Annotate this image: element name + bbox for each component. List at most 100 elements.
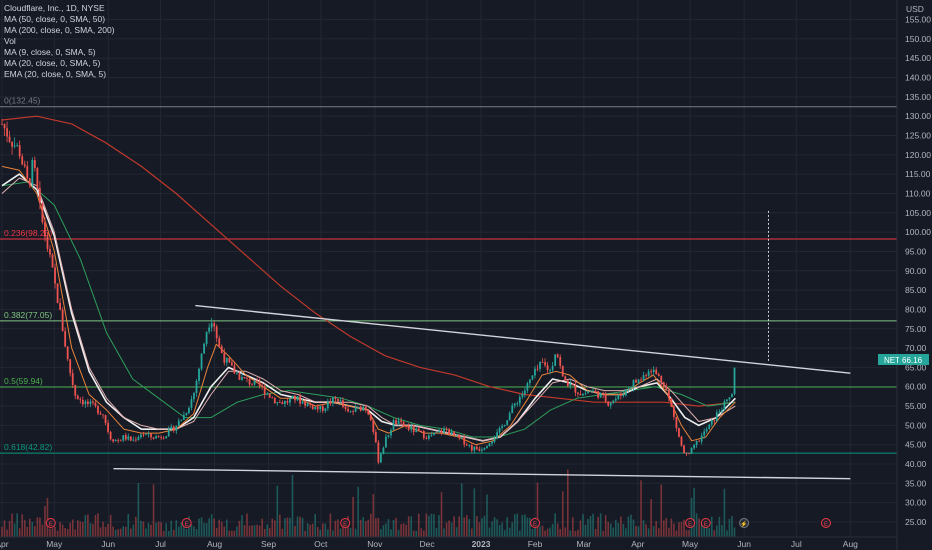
candle-body[interactable] (137, 437, 140, 441)
candle-body[interactable] (372, 420, 375, 433)
candle-body[interactable] (218, 338, 221, 347)
candle-body[interactable] (258, 381, 261, 387)
candle-body[interactable] (203, 343, 205, 354)
candle-body[interactable] (632, 380, 635, 388)
candle-body[interactable] (28, 178, 31, 185)
candle-body[interactable] (635, 380, 637, 383)
candle-body[interactable] (453, 431, 456, 436)
candle-body[interactable] (571, 383, 574, 386)
candle-body[interactable] (652, 369, 655, 373)
candle-body[interactable] (114, 440, 117, 442)
candle-body[interactable] (731, 394, 733, 398)
candle-body[interactable] (695, 440, 698, 445)
candle-body[interactable] (678, 428, 680, 437)
candle-body[interactable] (448, 429, 450, 435)
candle-body[interactable] (347, 408, 349, 412)
candle-body[interactable] (266, 393, 269, 395)
candle-body[interactable] (549, 370, 552, 371)
candle-body[interactable] (26, 166, 29, 179)
event-markers[interactable]: E E E E E E E ⚡ (45, 518, 831, 529)
candle-body[interactable] (11, 141, 14, 147)
candle-body[interactable] (198, 368, 200, 381)
trendline-upper[interactable] (195, 304, 851, 374)
candle-body[interactable] (296, 396, 299, 401)
candle-body[interactable] (594, 390, 597, 392)
candle-body[interactable] (536, 368, 539, 370)
candle-body[interactable] (61, 309, 64, 332)
candle-body[interactable] (660, 375, 663, 383)
legend-indicator-ema20[interactable]: EMA (20, close, 0, SMA, 5) (4, 69, 107, 79)
candle-body[interactable] (488, 443, 491, 447)
candle-body[interactable] (251, 384, 253, 386)
candle-body[interactable] (395, 420, 397, 425)
candle-body[interactable] (690, 448, 693, 454)
candle-body[interactable] (708, 424, 711, 430)
candle-body[interactable] (364, 406, 367, 411)
candle-body[interactable] (102, 414, 104, 416)
candle-body[interactable] (160, 437, 163, 438)
candle-body[interactable] (523, 390, 526, 395)
candle-body[interactable] (309, 403, 312, 405)
candle-body[interactable] (455, 434, 458, 436)
candle-body[interactable] (284, 401, 286, 405)
candle-body[interactable] (703, 431, 706, 436)
candle-body[interactable] (728, 397, 731, 400)
candle-body[interactable] (630, 387, 632, 389)
candle-body[interactable] (693, 444, 695, 449)
candle-body[interactable] (491, 441, 493, 444)
candle-body[interactable] (104, 415, 107, 423)
candle-body[interactable] (112, 439, 115, 442)
candle-body[interactable] (458, 434, 461, 438)
candle-body[interactable] (718, 411, 721, 413)
candle-body[interactable] (554, 354, 557, 366)
candle-body[interactable] (534, 368, 536, 376)
candle-body[interactable] (241, 376, 243, 380)
candle-body[interactable] (132, 439, 135, 441)
candle-body[interactable] (587, 391, 589, 394)
candle-body[interactable] (443, 428, 445, 433)
candle-body[interactable] (145, 434, 147, 436)
candle-body[interactable] (140, 434, 142, 438)
candle-body[interactable] (321, 406, 324, 411)
candle-body[interactable] (720, 410, 723, 412)
candle-body[interactable] (23, 164, 26, 167)
candle-body[interactable] (440, 430, 443, 433)
candle-body[interactable] (215, 326, 218, 339)
earnings-marker[interactable] (340, 518, 351, 528)
candle-body[interactable] (438, 430, 440, 432)
candle-body[interactable] (92, 401, 94, 403)
candle-body[interactable] (427, 435, 430, 439)
fibonacci-levels[interactable]: 0(132.45) 0.236(98.23) 0.382(77.05) 0.5(59.… (0, 96, 897, 454)
candle-body[interactable] (498, 427, 501, 433)
candlesticks[interactable] (1, 118, 736, 465)
candle-body[interactable] (579, 393, 582, 396)
candle-body[interactable] (182, 414, 185, 420)
candle-body[interactable] (655, 369, 658, 375)
candle-body[interactable] (647, 371, 650, 376)
candle-body[interactable] (564, 376, 567, 381)
candle-body[interactable] (167, 429, 170, 437)
candle-body[interactable] (306, 403, 309, 406)
candle-body[interactable] (165, 436, 168, 439)
candle-body[interactable] (326, 401, 329, 409)
candle-body[interactable] (508, 413, 511, 421)
candle-body[interactable] (726, 399, 728, 402)
candle-body[interactable] (407, 426, 410, 430)
candle-body[interactable] (415, 428, 418, 433)
candle-body[interactable] (685, 453, 688, 455)
candle-body[interactable] (387, 435, 390, 437)
candle-body[interactable] (107, 422, 109, 432)
candle-body[interactable] (94, 402, 97, 407)
candle-body[interactable] (117, 440, 120, 441)
earnings-marker[interactable] (820, 518, 831, 528)
candle-body[interactable] (225, 358, 228, 363)
candle-body[interactable] (162, 437, 165, 439)
candle-body[interactable] (213, 323, 216, 327)
price-axis[interactable]: 25.00 30.00 35.00 40.00 45.00 50.00 55.00 60.00… (905, 15, 931, 527)
candle-body[interactable] (367, 410, 370, 415)
candle-body[interactable] (672, 406, 675, 417)
candle-body[interactable] (263, 386, 266, 395)
candle-body[interactable] (33, 160, 36, 168)
candle-body[interactable] (147, 433, 150, 435)
